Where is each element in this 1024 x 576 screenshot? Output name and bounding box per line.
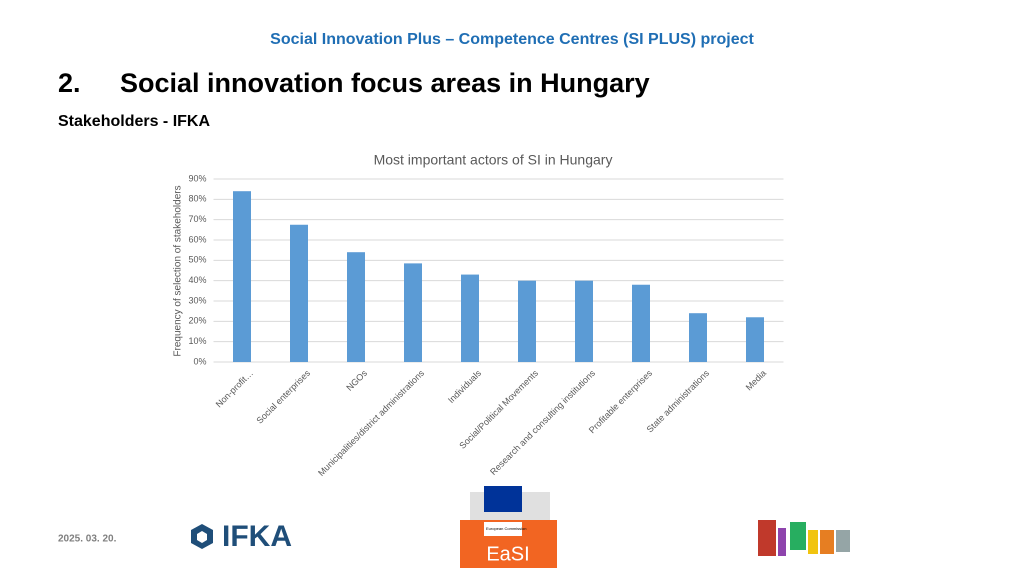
ifka-text: IFKA [222, 520, 292, 553]
bar [290, 224, 308, 362]
x-tick-label: Profitable enterprises [587, 368, 655, 436]
easi-logo: European Commission EaSI [460, 486, 557, 568]
bar [632, 284, 650, 362]
bar [518, 280, 536, 362]
date: 2025. 03. 20. [58, 534, 117, 545]
eu-flag [484, 486, 522, 512]
x-tick-label: Research and consulting institutions [488, 368, 597, 477]
y-tick-label: 50% [188, 255, 206, 265]
section-number: 2. [58, 68, 81, 98]
logo-block [836, 530, 850, 552]
x-tick-label: Municipalities/district administrations [316, 368, 426, 478]
logo-block [808, 530, 818, 554]
x-tick-label: Social enterprises [254, 368, 312, 426]
logo-block [778, 528, 786, 556]
bar [575, 280, 593, 362]
x-tick-label: Individuals [446, 368, 483, 405]
ifka-logo: IFKA [191, 520, 292, 553]
y-tick-label: 40% [188, 275, 206, 285]
chart-title: Most important actors of SI in Hungary [374, 152, 613, 168]
logo-block [758, 520, 776, 556]
x-tick-label: NGOs [344, 368, 369, 393]
y-tick-label: 0% [193, 356, 206, 366]
bar [689, 313, 707, 362]
y-tick-label: 80% [188, 194, 206, 204]
section-heading: Social innovation focus areas in Hungary [120, 68, 650, 98]
bar [404, 263, 422, 362]
y-tick-label: 20% [188, 316, 206, 326]
x-tick-label: Non-profit… [214, 368, 255, 409]
x-tick-label: Media [744, 368, 768, 392]
ec-text: European Commission [486, 526, 526, 531]
logo-block [820, 530, 834, 554]
y-tick-label: 10% [188, 336, 206, 346]
bar [461, 274, 479, 362]
bar [233, 191, 251, 362]
logo-block [790, 522, 806, 550]
siplus-logo [758, 520, 850, 556]
y-tick-label: 30% [188, 295, 206, 305]
ifka-hex-inner [197, 531, 207, 543]
x-tick-label: State administrations [645, 368, 712, 435]
bar [347, 252, 365, 362]
y-tick-label: 70% [188, 214, 206, 224]
ec-box [484, 522, 522, 536]
y-axis-label: Frequency of selection of stakeholders [173, 185, 184, 356]
y-tick-label: 90% [188, 173, 206, 183]
easi-text: EaSI [486, 543, 529, 565]
y-tick-label: 60% [188, 234, 206, 244]
subheading: Stakeholders - IFKA [58, 113, 210, 130]
project-title: Social Innovation Plus – Competence Cent… [270, 31, 754, 48]
bar [746, 317, 764, 362]
